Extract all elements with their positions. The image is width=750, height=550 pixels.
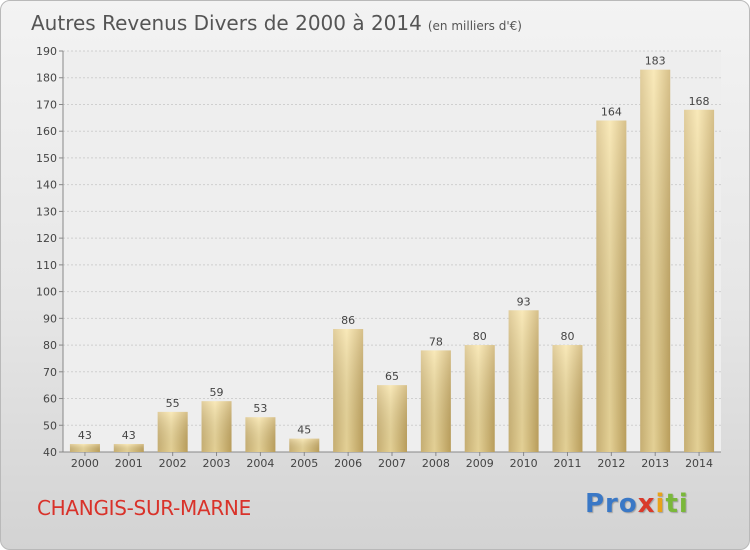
bar-shade [508, 310, 539, 452]
bar-value-label: 43 [122, 429, 136, 442]
x-tick-label: 2002 [159, 457, 187, 470]
y-tick-label: 100 [36, 286, 57, 299]
bar-shade [333, 329, 364, 452]
bar-value-label: 55 [166, 397, 180, 410]
bar-shade [420, 350, 451, 452]
bar-value-label: 80 [560, 330, 574, 343]
y-tick-label: 110 [36, 259, 57, 272]
bar-value-label: 65 [385, 370, 399, 383]
bar-shade [552, 345, 583, 452]
y-tick-label: 140 [36, 179, 57, 192]
bar-shade [289, 438, 320, 452]
x-tick-label: 2003 [203, 457, 231, 470]
y-tick-label: 90 [43, 312, 57, 325]
y-tick-label: 190 [36, 45, 57, 58]
bar-value-label: 80 [473, 330, 487, 343]
x-tick-label: 2012 [597, 457, 625, 470]
x-tick-label: 2008 [422, 457, 450, 470]
bar-shade [464, 345, 495, 452]
bar-shade [69, 443, 100, 452]
x-tick-label: 2007 [378, 457, 406, 470]
y-tick-label: 120 [36, 232, 57, 245]
bar-value-label: 93 [517, 295, 531, 308]
y-tick-label: 160 [36, 125, 57, 138]
bar-shade [640, 69, 671, 453]
y-tick-label: 40 [43, 446, 57, 459]
bar-value-label: 53 [253, 402, 267, 415]
y-tick-label: 70 [43, 366, 57, 379]
place-name: CHANGIS-SUR-MARNE [37, 496, 251, 520]
bar-shade [596, 120, 627, 453]
bar-value-label: 59 [210, 386, 224, 399]
x-tick-label: 2014 [685, 457, 713, 470]
y-tick-label: 180 [36, 72, 57, 85]
y-tick-label: 170 [36, 98, 57, 111]
bar-value-label: 45 [297, 424, 311, 437]
bar-shade [377, 385, 407, 452]
bar-shade [684, 109, 715, 453]
y-tick-label: 150 [36, 152, 57, 165]
bar-shade [245, 417, 276, 452]
y-tick-label: 60 [43, 393, 57, 406]
chart-subtitle: (en milliers d'€) [427, 19, 522, 33]
bar-value-label: 183 [645, 55, 666, 68]
x-tick-label: 2005 [290, 457, 318, 470]
y-tick-label: 80 [43, 339, 57, 352]
bar-value-label: 86 [341, 314, 355, 327]
bar-shade [113, 443, 144, 452]
x-tick-label: 2004 [246, 457, 274, 470]
x-tick-label: 2000 [71, 457, 99, 470]
chart-title-text: Autres Revenus Divers de 2000 à 2014 [31, 11, 422, 35]
x-tick-label: 2006 [334, 457, 362, 470]
bar-value-label: 78 [429, 335, 443, 348]
bar-value-label: 164 [601, 106, 622, 119]
bar-value-label: 43 [78, 429, 92, 442]
x-tick-label: 2001 [115, 457, 143, 470]
x-tick-label: 2013 [641, 457, 669, 470]
x-tick-label: 2009 [466, 457, 494, 470]
x-tick-label: 2010 [510, 457, 538, 470]
chart-title: Autres Revenus Divers de 2000 à 2014 (en … [31, 11, 522, 35]
y-tick-label: 50 [43, 419, 57, 432]
proxiti-logo: Proxiti [585, 489, 689, 519]
bar-value-label: 168 [689, 95, 710, 108]
y-tick-label: 130 [36, 205, 57, 218]
bar-shade [201, 401, 232, 452]
bar-shade [157, 411, 188, 452]
x-tick-label: 2011 [553, 457, 581, 470]
